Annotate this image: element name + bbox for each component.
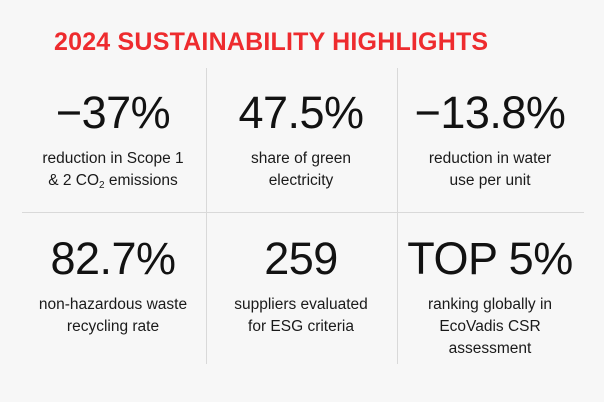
stat-label-line: & 2 CO2 emissions xyxy=(23,170,203,192)
column-divider-1 xyxy=(206,68,207,364)
stat-label-line: reduction in water xyxy=(428,150,552,167)
stat-label-line: electricity xyxy=(268,172,334,189)
stat-label-line: use per unit xyxy=(449,172,531,189)
stat-label: ranking globally in EcoVadis CSR assessm… xyxy=(400,294,580,360)
stat-label-line: for ESG criteria xyxy=(248,318,354,335)
column-divider-2 xyxy=(397,68,398,364)
stat-value: TOP 5% xyxy=(407,233,573,284)
stat-label-text: emissions xyxy=(104,172,178,189)
stat-value: 47.5% xyxy=(238,87,364,138)
stat-card-suppliers: 259 suppliers evaluated for ESG criteria xyxy=(211,236,391,338)
stat-label: non-hazardous waste recycling rate xyxy=(23,294,203,338)
stat-label-line: non-hazardous waste xyxy=(38,296,188,313)
stat-card-waste-recycling: 82.7% non-hazardous waste recycling rate xyxy=(23,236,203,338)
row-divider xyxy=(22,212,584,213)
stat-value: 82.7% xyxy=(50,233,176,284)
stat-card-water-reduction: −13.8% reduction in water use per unit xyxy=(400,90,580,192)
stat-value: −13.8% xyxy=(414,87,566,138)
stat-value: −37% xyxy=(55,87,171,138)
stat-label-text: & 2 CO xyxy=(48,172,100,189)
stat-label-line: suppliers evaluated xyxy=(234,296,368,313)
stat-label-line: EcoVadis CSR xyxy=(439,318,541,335)
stat-card-ecovadis-ranking: TOP 5% ranking globally in EcoVadis CSR … xyxy=(400,236,580,360)
stat-label-line: assessment xyxy=(448,340,532,357)
stat-label: share of green electricity xyxy=(211,148,391,192)
stat-label-line: ranking globally in xyxy=(427,296,553,313)
stat-label-line: recycling rate xyxy=(66,318,160,335)
stat-value: 259 xyxy=(264,233,338,284)
page-title: 2024 SUSTAINABILITY HIGHLIGHTS xyxy=(54,28,489,56)
stat-label-line: share of green xyxy=(251,150,351,167)
stat-label: reduction in water use per unit xyxy=(400,148,580,192)
subscript-text: 2 xyxy=(99,180,105,191)
stat-card-scope-emissions: −37% reduction in Scope 1 & 2 CO2 emissi… xyxy=(23,90,203,192)
stat-label: reduction in Scope 1 & 2 CO2 emissions xyxy=(23,148,203,192)
stat-label: suppliers evaluated for ESG criteria xyxy=(211,294,391,338)
stat-card-green-electricity: 47.5% share of green electricity xyxy=(211,90,391,192)
stat-label-line: reduction in Scope 1 xyxy=(42,150,184,167)
